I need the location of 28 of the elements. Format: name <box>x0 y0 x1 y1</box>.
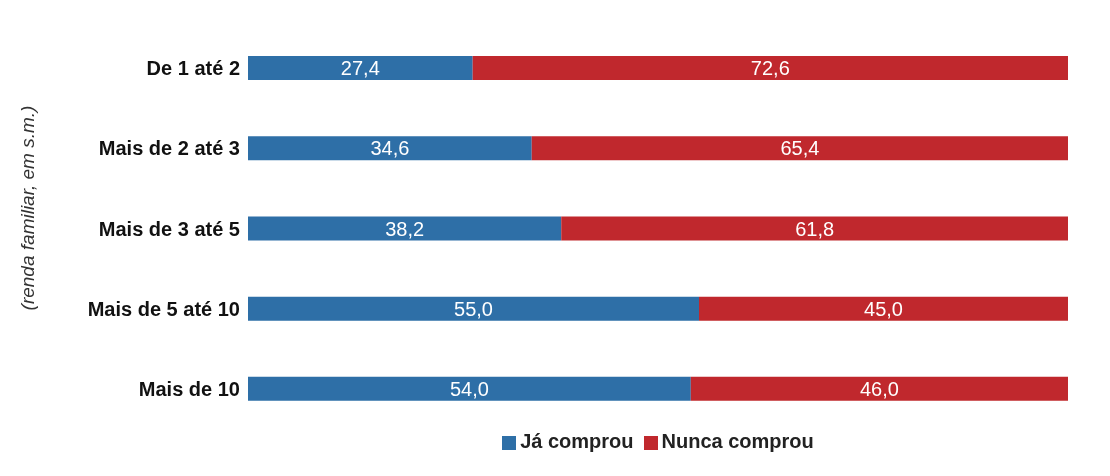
y-tick-label: Mais de 10 <box>138 378 240 400</box>
data-label: 34,6 <box>370 137 410 160</box>
y-tick-label: Mais de 5 até 10 <box>87 297 240 320</box>
data-label: 61,8 <box>795 217 835 240</box>
legend-label: Nunca comprou <box>661 430 814 452</box>
data-label: 72,6 <box>750 57 790 80</box>
y-tick-label: De 1 até 2 <box>146 57 240 80</box>
data-label: 38,2 <box>385 217 425 240</box>
bar <box>690 376 1068 401</box>
bar <box>699 296 1068 321</box>
bar <box>248 296 699 321</box>
legend-label: Já comprou <box>520 430 634 452</box>
bar <box>248 376 691 401</box>
bar <box>248 136 532 161</box>
bar <box>561 216 1068 241</box>
bar <box>472 56 1068 81</box>
bar <box>248 56 473 81</box>
bar <box>248 216 562 241</box>
data-label: 46,0 <box>859 377 899 400</box>
data-label: 45,0 <box>864 297 903 320</box>
data-label: 27,4 <box>340 57 380 80</box>
y-axis-title: (renda familiar, em s.m.) <box>17 105 39 311</box>
y-tick-label: Mais de 3 até 5 <box>98 217 240 240</box>
data-label: 55,0 <box>454 297 493 320</box>
y-tick-label: Mais de 2 até 3 <box>98 137 240 160</box>
data-label: 54,0 <box>449 377 489 400</box>
data-label: 65,4 <box>780 137 820 160</box>
bar <box>531 136 1068 161</box>
